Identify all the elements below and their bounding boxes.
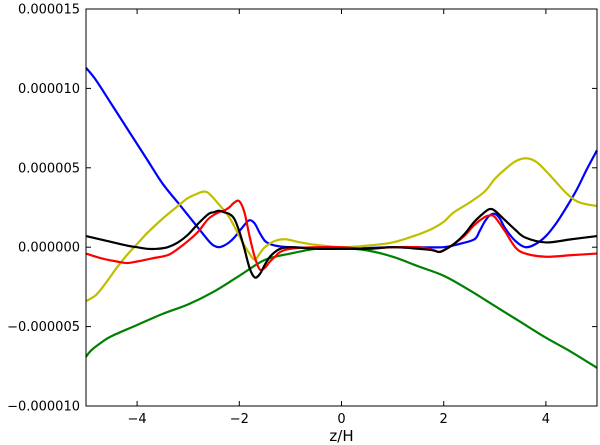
x-tick-label: 4 [542,412,550,427]
x-tick-label: −2 [230,412,249,427]
tick-layer: −4 −2 0 2 4 0.000015 0.000010 0.000005 0.000000 −… [7,3,597,427]
x-tick-label: 0 [337,412,345,427]
y-tick-label: 0.000010 [18,82,80,97]
series-layer [85,67,598,369]
y-tick-label: −0.000005 [7,320,80,335]
x-tick-label: −4 [128,412,147,427]
y-tick-label: 0.000005 [18,161,80,176]
series-line-1 [85,67,598,250]
x-tick-label: 2 [440,412,448,427]
series-line-4 [85,199,598,272]
y-tick-label: 0.000015 [18,3,80,18]
plot-frame [85,8,598,407]
series-line-3 [85,157,598,303]
y-tick-label: −0.000010 [7,400,80,415]
plot-area-background [86,9,597,406]
x-axis-label: z/H [329,427,353,445]
series-line-5 [85,207,598,279]
y-tick-label: 0.000000 [18,241,80,256]
